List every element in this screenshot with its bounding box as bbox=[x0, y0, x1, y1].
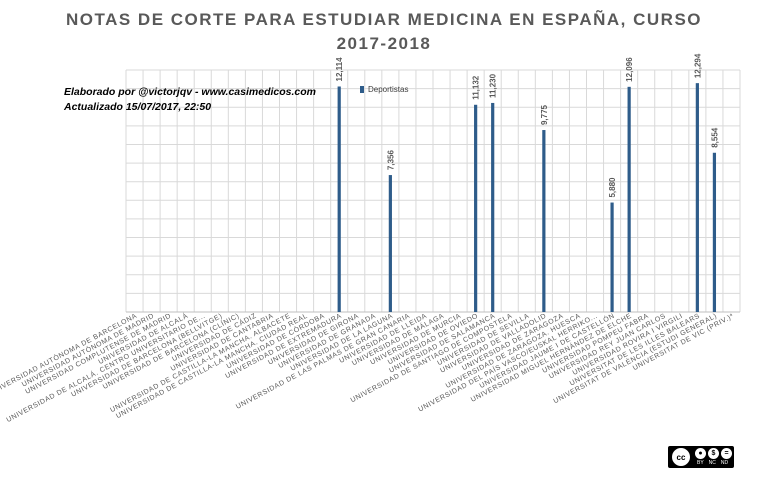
by-icon: ● bbox=[695, 448, 706, 459]
legend: Deportistas bbox=[360, 85, 408, 94]
chart-title-line2: 2017-2018 bbox=[336, 34, 432, 53]
data-label: 12,114 bbox=[335, 57, 344, 82]
bar bbox=[388, 175, 392, 312]
license-by-text: BY bbox=[697, 460, 704, 466]
license-nd-text: ND bbox=[720, 460, 729, 466]
update-timestamp: Actualizado 15/07/2017, 22:50 bbox=[64, 101, 212, 113]
nc-icon: $ bbox=[708, 448, 719, 459]
legend-swatch bbox=[360, 86, 364, 93]
bar bbox=[712, 152, 717, 312]
data-label: 7,356 bbox=[386, 149, 395, 170]
data-label: 9,775 bbox=[540, 104, 549, 125]
bar bbox=[695, 83, 699, 313]
bar bbox=[627, 86, 631, 312]
data-label: 8,554 bbox=[710, 127, 719, 148]
creative-commons-license-badge: cc ● $ = BY NC ND bbox=[668, 446, 734, 468]
data-label: 11,230 bbox=[489, 73, 498, 98]
legend-label: Deportistas bbox=[368, 85, 409, 94]
author-credit: Elaborado por @victorjqv - www.casimedic… bbox=[64, 86, 316, 98]
license-nc-text: NC bbox=[708, 460, 716, 466]
data-label: 5,880 bbox=[608, 177, 617, 198]
bar bbox=[542, 130, 546, 312]
bar bbox=[610, 202, 614, 312]
bar bbox=[337, 86, 341, 313]
cc-icon: cc bbox=[671, 447, 691, 467]
data-label: 12,096 bbox=[625, 57, 634, 82]
chart-title-line1: NOTAS DE CORTE PARA ESTUDIAR MEDICINA EN… bbox=[65, 10, 703, 29]
bar bbox=[474, 104, 478, 313]
nd-icon: = bbox=[721, 448, 732, 459]
bar bbox=[491, 102, 495, 312]
data-label: 11,132 bbox=[472, 75, 481, 100]
data-label: 12,294 bbox=[693, 53, 702, 78]
